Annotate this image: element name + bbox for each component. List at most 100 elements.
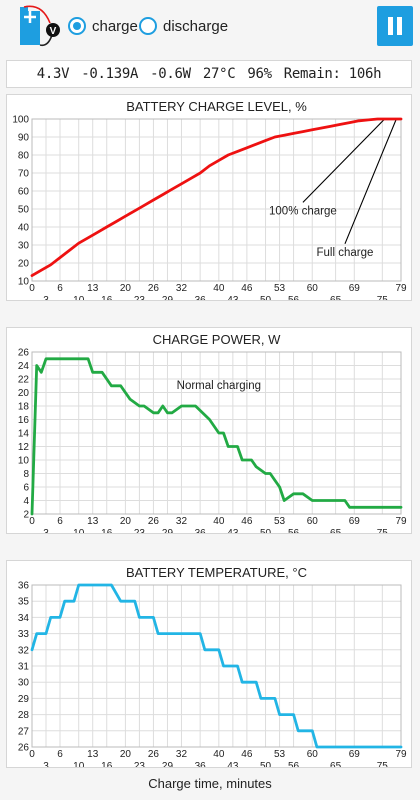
x-tick-label: 60 [307, 516, 319, 527]
y-tick-label: 20 [18, 259, 30, 270]
y-tick-label: 24 [18, 361, 30, 372]
y-tick-label: 2 [23, 510, 29, 521]
y-tick-label: 14 [18, 429, 30, 440]
temperature-readout: 27°C [202, 66, 236, 82]
charge-level-chart-svg: BATTERY CHARGE LEVEL, %10203040506070809… [12, 99, 407, 300]
x-tick-label: 6 [57, 749, 63, 760]
y-tick-label: 20 [18, 388, 30, 399]
y-tick-label: 6 [23, 483, 29, 494]
y-tick-label: 30 [18, 678, 30, 689]
y-tick-label: 34 [18, 613, 30, 624]
x-tick-label: 56 [288, 295, 300, 300]
x-tick-label: 43 [227, 761, 239, 767]
plot-frame [31, 584, 402, 748]
charge-power-chart: CHARGE POWER, W2468101214161820222426036… [6, 327, 412, 534]
x-tick-label: 40 [213, 749, 225, 760]
x-tick-label: 43 [227, 528, 239, 533]
series-line [30, 117, 403, 278]
x-tick-label: 36 [195, 761, 207, 767]
temperature-chart-svg: BATTERY TEMPERATURE, °C26272829303132333… [18, 565, 407, 767]
charge-radio-circle[interactable] [68, 17, 86, 35]
y-tick-label: 18 [18, 402, 30, 413]
x-tick-label: 40 [213, 283, 225, 294]
x-tick-label: 40 [213, 516, 225, 527]
x-tick-label: 20 [120, 749, 132, 760]
x-tick-label: 53 [274, 749, 286, 760]
y-tick-label: 16 [18, 415, 30, 426]
x-tick-label: 32 [176, 516, 188, 527]
x-tick-label: 26 [148, 283, 160, 294]
y-tick-label: 33 [18, 629, 30, 640]
x-tick-label: 29 [162, 761, 174, 767]
x-tick-label: 69 [349, 749, 361, 760]
x-tick-label: 3 [43, 528, 49, 533]
x-tick-label: 3 [43, 295, 49, 300]
y-tick-label: 100 [12, 115, 29, 126]
y-tick-label: 10 [18, 456, 30, 467]
plot-frame [31, 118, 402, 282]
x-tick-label: 23 [134, 761, 146, 767]
status-bar: 4.3V -0.139A -0.6W 27°C 96% Remain: 106h [6, 60, 412, 88]
x-tick-label: 79 [395, 283, 407, 294]
x-tick-label: 10 [73, 295, 85, 300]
x-tick-label: 13 [87, 516, 99, 527]
x-tick-label: 60 [307, 749, 319, 760]
y-tick-label: 4 [23, 496, 29, 507]
voltage-readout: 4.3V [36, 66, 70, 82]
y-tick-label: 35 [18, 597, 30, 608]
x-tick-label: 3 [43, 761, 49, 767]
x-tick-label: 50 [260, 295, 272, 300]
x-tick-label: 0 [29, 283, 35, 294]
x-tick-label: 43 [227, 295, 239, 300]
x-tick-label: 0 [29, 749, 35, 760]
y-tick-label: 28 [18, 710, 30, 721]
x-tick-label: 6 [57, 516, 63, 527]
charge-power-chart-svg: CHARGE POWER, W2468101214161820222426036… [18, 332, 407, 533]
series-line [30, 583, 403, 749]
y-tick-label: 80 [18, 151, 30, 162]
x-tick-label: 16 [101, 528, 113, 533]
plot-frame [31, 351, 402, 515]
x-tick-label: 69 [349, 516, 361, 527]
charge-radio[interactable]: charge [68, 17, 138, 35]
chart-title: BATTERY TEMPERATURE, °C [126, 565, 307, 580]
x-tick-label: 36 [195, 295, 207, 300]
charge-level-chart: BATTERY CHARGE LEVEL, % 10 20 30 40 50 60 70 80 9… [6, 94, 412, 301]
x-tick-label: 23 [134, 295, 146, 300]
x-tick-label: 56 [288, 528, 300, 533]
level-readout: 96% [247, 66, 272, 82]
pause-button[interactable] [377, 6, 413, 46]
y-tick-label: 26 [18, 348, 30, 359]
power-readout: -0.6W [150, 66, 191, 82]
discharge-radio-circle[interactable] [139, 17, 157, 35]
y-tick-label: 50 [18, 205, 30, 216]
x-tick-label: 13 [87, 283, 99, 294]
discharge-radio-label: discharge [163, 17, 229, 35]
y-tick-label: 22 [18, 375, 30, 386]
annotation-pointer [344, 118, 397, 245]
annotation-label: Full charge [317, 247, 374, 259]
temperature-chart: BATTERY TEMPERATURE, °C 26 27 28 29 30 31 32 33 3… [6, 560, 412, 768]
x-tick-label: 29 [162, 528, 174, 533]
y-tick-label: 32 [18, 645, 30, 656]
svg-text:V: V [50, 26, 57, 37]
x-tick-label: 75 [377, 295, 389, 300]
x-tick-label: 23 [134, 528, 146, 533]
x-tick-label: 0 [29, 516, 35, 527]
x-tick-label: 10 [73, 761, 85, 767]
y-tick-label: 36 [18, 581, 30, 592]
x-tick-label: 46 [241, 283, 253, 294]
x-tick-label: 10 [73, 528, 85, 533]
x-tick-label: 6 [57, 283, 63, 294]
x-tick-label: 16 [101, 295, 113, 300]
y-tick-label: 31 [18, 662, 30, 673]
x-tick-label: 32 [176, 283, 188, 294]
discharge-radio[interactable]: discharge [139, 17, 228, 35]
chart-title: BATTERY CHARGE LEVEL, % [126, 99, 307, 114]
x-tick-label: 32 [176, 749, 188, 760]
y-tick-label: 90 [18, 133, 30, 144]
battery-voltmeter-icon[interactable]: V [14, 5, 64, 53]
x-tick-label: 46 [241, 516, 253, 527]
remaining-time-readout: Remain: 106h [283, 66, 382, 82]
x-tick-label: 53 [274, 283, 286, 294]
